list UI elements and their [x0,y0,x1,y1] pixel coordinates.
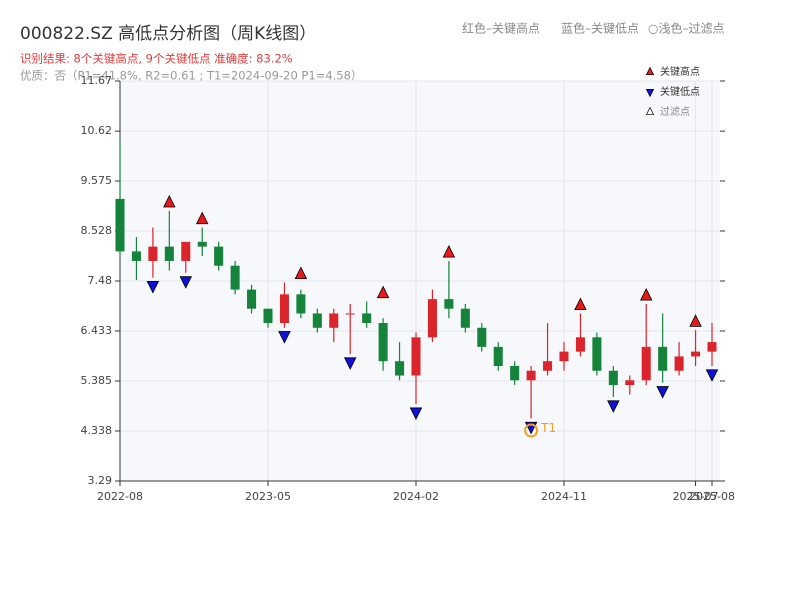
x-tick-label: 2024-11 [541,490,587,503]
subtitle: 识别结果: 8个关键高点, 9个关键低点 准确度: 83.2% [20,52,293,66]
candle-body [559,351,569,362]
y-tick-label: 9.575 [81,174,113,187]
candle-body [197,241,207,247]
candle-body [526,370,536,381]
candle-body [625,380,635,386]
candle-body [444,299,454,309]
candle-body [214,246,224,266]
key-point [163,194,176,208]
header-legend: 红色–关键高点 [462,21,540,36]
key-point [146,281,160,294]
candle-body [296,294,306,314]
x-tick-label: 2025-07 [673,490,719,503]
candle-body [674,356,684,371]
y-tick-label: 5.385 [81,374,113,387]
key-point [195,211,209,225]
candle-body [658,346,668,371]
y-tick-label: 6.433 [81,324,113,337]
y-tick-label: 3.29 [88,474,113,487]
key-point [376,285,390,299]
y-tick-label: 8.528 [81,224,113,237]
candle-body [263,308,273,324]
candle-body [164,246,174,261]
candle-body [345,313,355,315]
key-point [442,245,456,258]
candle-body [427,299,437,338]
candle-body [411,337,421,376]
y-tick-label: 10.62 [81,124,113,137]
legend-label: 关键低点 [660,85,700,98]
candle-body [279,294,289,324]
legend-marker [645,88,655,98]
candle-body [362,313,372,324]
candle-body [641,346,651,381]
legend-label: 关键高点 [660,65,700,78]
key-point [656,386,669,399]
y-tick-label: 11.67 [81,74,113,87]
candle-body [395,361,405,376]
candle-body [181,241,191,261]
key-point [607,400,620,413]
key-point [409,407,423,421]
candle-body [575,337,585,352]
x-tick-label: 2023-05 [245,490,291,503]
candle-body [312,313,322,328]
candle-body [691,351,701,357]
header-legend: ○浅色–过滤点 [648,22,724,36]
annotation-ring [524,423,539,438]
key-point [705,369,719,382]
candle-body [707,342,717,352]
candle-body [247,289,257,309]
candle-body [510,365,520,381]
candle-body [477,327,487,347]
candle-body [592,337,602,371]
key-point [294,266,308,280]
legend-marker [645,66,655,76]
candle-body [115,198,125,252]
key-point [574,297,587,311]
candle-body [329,313,339,328]
key-point [639,288,653,301]
key-point [343,357,357,370]
chart-title: 000822.SZ 高低点分析图（周K线图） [20,24,316,44]
legend-marker [645,106,655,116]
candle-body [608,370,618,386]
candle-body [131,251,141,261]
x-tick-label: 2025-08 [689,490,735,503]
annotation-label: T1 [540,421,556,435]
note: 优质：否（P1=41.8%, R2=0.61 ; T1=2024-09-20 P… [20,69,362,83]
key-point [689,314,702,327]
x-tick-label: 2024-02 [393,490,439,503]
candle-body [543,361,553,371]
candle-body [460,308,470,328]
y-tick-label: 7.48 [88,274,113,287]
key-point [179,276,193,289]
x-tick-label: 2022-08 [97,490,143,503]
header-legend: 蓝色–关键低点 [561,22,639,36]
y-tick-label: 4.338 [81,424,113,437]
candle-body [493,346,503,366]
candle-body [378,323,388,362]
candle-body [148,246,158,261]
key-point [278,331,291,344]
legend-label: 过滤点 [660,105,690,118]
candle-body [230,265,240,290]
